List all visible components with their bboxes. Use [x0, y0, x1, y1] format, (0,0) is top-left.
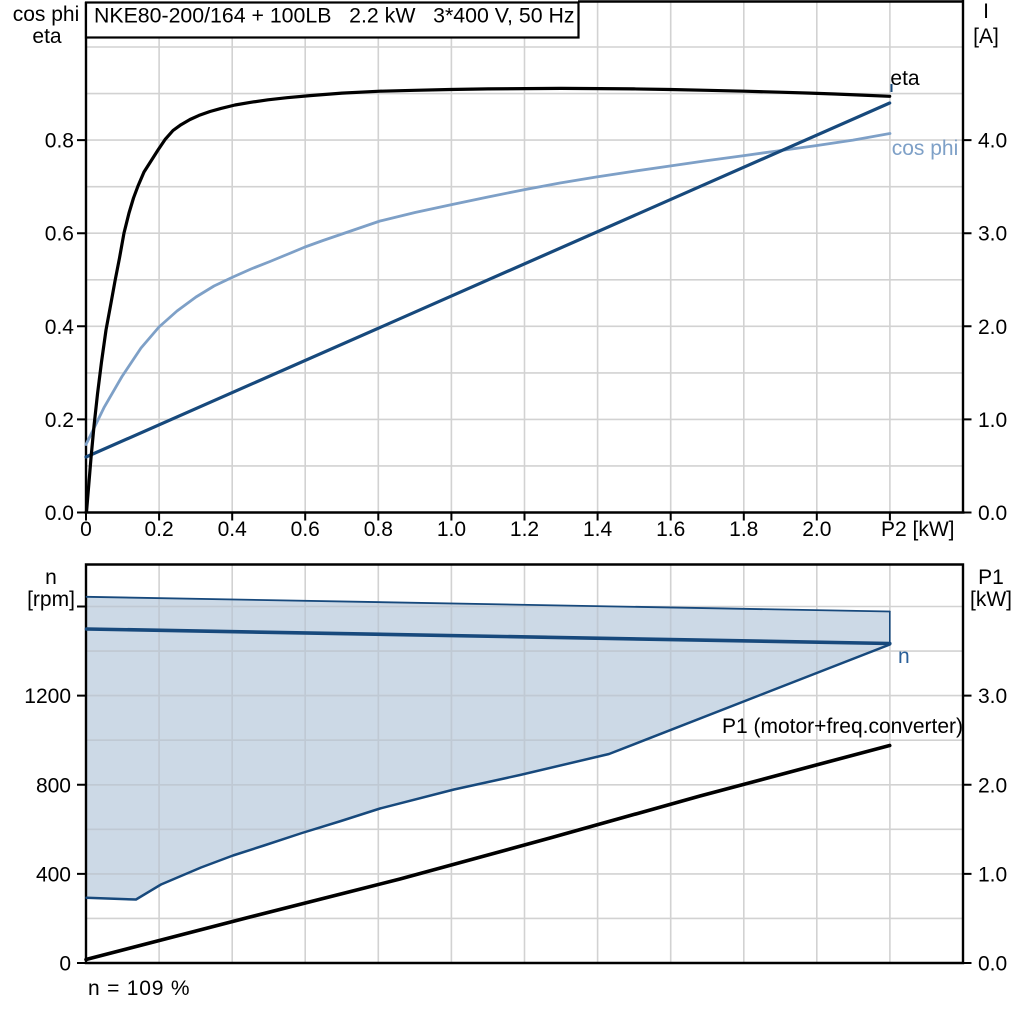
svg-text:[A]: [A]: [973, 25, 999, 48]
svg-text:2.0: 2.0: [978, 316, 1007, 339]
svg-text:0.8: 0.8: [45, 130, 74, 153]
svg-text:400: 400: [36, 863, 71, 886]
svg-text:0.2: 0.2: [144, 518, 173, 541]
svg-text:0.6: 0.6: [45, 223, 74, 246]
svg-text:2.0: 2.0: [802, 518, 831, 541]
svg-text:0: 0: [59, 953, 71, 976]
svg-text:I: I: [983, 0, 989, 23]
svg-text:0.0: 0.0: [978, 502, 1007, 525]
svg-text:3.0: 3.0: [978, 223, 1007, 246]
svg-text:0.8: 0.8: [364, 518, 393, 541]
svg-text:1.8: 1.8: [729, 518, 758, 541]
svg-text:1.2: 1.2: [510, 518, 539, 541]
svg-text:1200: 1200: [24, 685, 71, 708]
svg-text:n = 109 %: n = 109 %: [88, 977, 190, 1000]
svg-text:cos phi: cos phi: [13, 3, 80, 26]
svg-text:3.0: 3.0: [978, 685, 1007, 708]
svg-text:eta: eta: [32, 25, 62, 48]
svg-text:0.4: 0.4: [45, 316, 75, 339]
svg-text:n: n: [45, 566, 57, 589]
svg-text:0.4: 0.4: [218, 518, 248, 541]
svg-text:0.0: 0.0: [978, 953, 1007, 976]
svg-text:NKE80-200/164 + 100LB 2.2 kW: NKE80-200/164 + 100LB 2.2 kW 3*400 V, 50…: [94, 4, 574, 28]
svg-text:P2 [kW]: P2 [kW]: [881, 518, 955, 541]
svg-text:[kW]: [kW]: [970, 588, 1012, 611]
svg-text:eta: eta: [890, 67, 920, 90]
svg-text:800: 800: [36, 774, 71, 797]
svg-text:P1: P1: [978, 566, 1004, 589]
svg-text:0.2: 0.2: [45, 409, 74, 432]
svg-text:0.6: 0.6: [291, 518, 320, 541]
svg-text:P1 (motor+freq.converter): P1 (motor+freq.converter): [722, 715, 963, 738]
svg-text:1.6: 1.6: [656, 518, 685, 541]
svg-text:4.0: 4.0: [978, 130, 1007, 153]
svg-text:1.4: 1.4: [583, 518, 613, 541]
svg-text:0.0: 0.0: [45, 502, 74, 525]
svg-text:[rpm]: [rpm]: [27, 588, 75, 611]
svg-text:1.0: 1.0: [978, 863, 1007, 886]
svg-text:2.0: 2.0: [978, 774, 1007, 797]
svg-text:n: n: [898, 645, 910, 668]
svg-text:1.0: 1.0: [978, 409, 1007, 432]
svg-text:cos phi: cos phi: [892, 137, 959, 160]
svg-text:0: 0: [80, 518, 92, 541]
svg-text:1.0: 1.0: [437, 518, 466, 541]
